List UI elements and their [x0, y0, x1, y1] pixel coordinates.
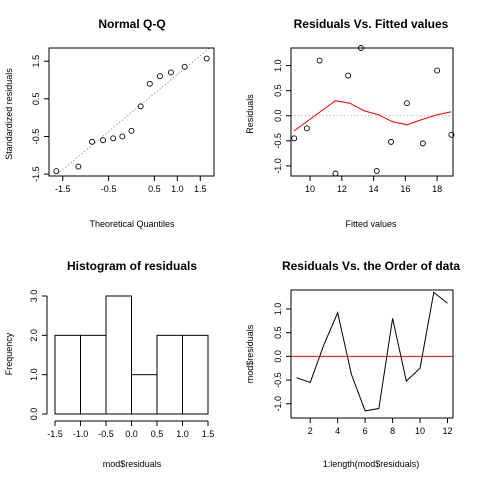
histogram-bar	[182, 334, 209, 415]
qq-point	[119, 133, 126, 140]
hist-xtick-label: 0.5	[151, 429, 164, 439]
rvo-xtick-label: 2	[308, 426, 313, 436]
rvo-xtick-label: 12	[443, 426, 453, 436]
histogram-bar	[156, 334, 183, 415]
qq-ytick-label: -1.5	[31, 166, 41, 182]
hist-xtick-label: -0.5	[98, 429, 114, 439]
rvo-ytick-label: 1.0	[273, 303, 283, 316]
residuals-vs-fitted-xlabel: Fitted values	[345, 219, 397, 229]
rvf-point	[403, 100, 410, 107]
rvf-point	[345, 72, 352, 79]
histogram-bar	[80, 334, 107, 415]
rvf-plot-frame	[290, 47, 454, 177]
rvo-series-line	[296, 291, 448, 412]
rvf-point	[303, 125, 310, 132]
rvf-xtick-label: 14	[369, 184, 379, 194]
rvf-ytick-label: 1.0	[273, 59, 283, 72]
qq-xtick-label: 1.5	[194, 184, 207, 194]
rvo-ytick-label: -1.0	[273, 396, 283, 412]
hist-xtick-label: 1.0	[176, 429, 189, 439]
qq-point	[100, 137, 107, 144]
qq-point	[203, 55, 210, 62]
residuals-vs-order-ylabel: mod$residuals	[245, 324, 255, 383]
rvo-xtick-label: 10	[415, 426, 425, 436]
rvf-smooth-line	[293, 100, 452, 132]
residuals-vs-fitted-panel: Residuals Vs. Fitted values 10 12 14 16 18 -1…	[245, 17, 455, 229]
rvf-point	[332, 170, 339, 177]
rvo-ytick-label: 0.5	[273, 326, 283, 339]
qq-xtick-label: 1.0	[171, 184, 184, 194]
hist-xtick-label: -1.0	[73, 429, 89, 439]
residuals-vs-order-title: Residuals Vs. the Order of data	[282, 259, 460, 273]
rvo-xtick-label: 6	[363, 426, 368, 436]
qq-plot-panel: Normal Q-Q -1.5 -0.5 0.5 1.0 1.5 -1.5 -0.5 0.5 1…	[4, 17, 215, 229]
hist-xtick-label: 0.0	[125, 429, 138, 439]
rvf-ytick-label: -1.0	[273, 158, 283, 174]
qq-reference-line	[54, 48, 211, 176]
qq-plot-title: Normal Q-Q	[98, 17, 165, 31]
residuals-vs-order-xlabel: 1:length(mod$residuals)	[323, 459, 420, 469]
histogram-title: Histogram of residuals	[67, 259, 197, 273]
histogram-bar	[54, 334, 81, 415]
rvf-xtick-label: 12	[337, 184, 347, 194]
histogram-ylabel: Frequency	[4, 332, 14, 375]
rvo-ytick-label: -0.5	[273, 372, 283, 388]
rvf-point	[316, 57, 323, 64]
histogram-bar	[105, 295, 132, 415]
qq-xtick-label: -1.5	[55, 184, 71, 194]
qq-ytick-label: 1.5	[31, 55, 41, 68]
rvf-point	[419, 140, 426, 147]
histogram-panel: Histogram of residuals -1.5 -1.0 -0.5 0.0 0.…	[4, 259, 214, 469]
residuals-vs-fitted-ylabel: Residuals	[245, 94, 255, 134]
qq-ytick-label: 0.5	[31, 93, 41, 106]
qq-plot-ylabel: Standardized residuals	[4, 68, 14, 160]
rvo-plot-frame	[290, 289, 454, 419]
qq-ytick-label: -0.5	[31, 129, 41, 145]
rvf-point	[291, 135, 298, 142]
rvf-point	[448, 131, 455, 138]
hist-ytick-label: 1.0	[29, 368, 39, 381]
qq-point	[167, 69, 174, 76]
qq-point	[110, 135, 117, 142]
qq-point	[89, 138, 96, 145]
histogram-bar	[131, 374, 158, 415]
qq-point	[137, 103, 144, 110]
rvf-xtick-label: 16	[400, 184, 410, 194]
qq-point	[75, 163, 82, 170]
rvf-point	[373, 168, 380, 174]
histogram-xlabel: mod$residuals	[103, 459, 162, 469]
hist-ytick-label: 0.0	[29, 408, 39, 421]
residuals-vs-fitted-title: Residuals Vs. Fitted values	[294, 17, 449, 31]
rvf-xtick-label: 18	[432, 184, 442, 194]
hist-xtick-label: -1.5	[47, 429, 63, 439]
rvf-ytick-label: 0.0	[273, 110, 283, 123]
qq-plot-xlabel: Theoretical Quantiles	[89, 219, 175, 229]
qq-point	[128, 127, 135, 134]
hist-ytick-label: 3.0	[29, 290, 39, 303]
rvo-xtick-label: 8	[390, 426, 395, 436]
hist-xtick-label: 1.5	[202, 429, 215, 439]
rvo-ytick-label: 0.0	[273, 350, 283, 363]
qq-plot-frame	[48, 47, 215, 177]
rvf-point	[388, 138, 395, 145]
residuals-vs-order-panel: Residuals Vs. the Order of data 2 4 6 8 10 12…	[245, 259, 460, 469]
rvf-ytick-label: 0.5	[273, 84, 283, 97]
rvf-ytick-label: -0.5	[273, 133, 283, 149]
rvo-xtick-label: 4	[335, 426, 340, 436]
qq-xtick-label: -0.5	[101, 184, 117, 194]
qq-xtick-label: 0.5	[148, 184, 161, 194]
qq-point	[181, 63, 188, 70]
hist-ytick-label: 2.0	[29, 329, 39, 342]
rvf-point	[434, 67, 441, 74]
qq-point	[156, 73, 163, 80]
qq-point	[53, 168, 60, 175]
qq-point	[146, 80, 153, 87]
rvf-xtick-label: 10	[305, 184, 315, 194]
